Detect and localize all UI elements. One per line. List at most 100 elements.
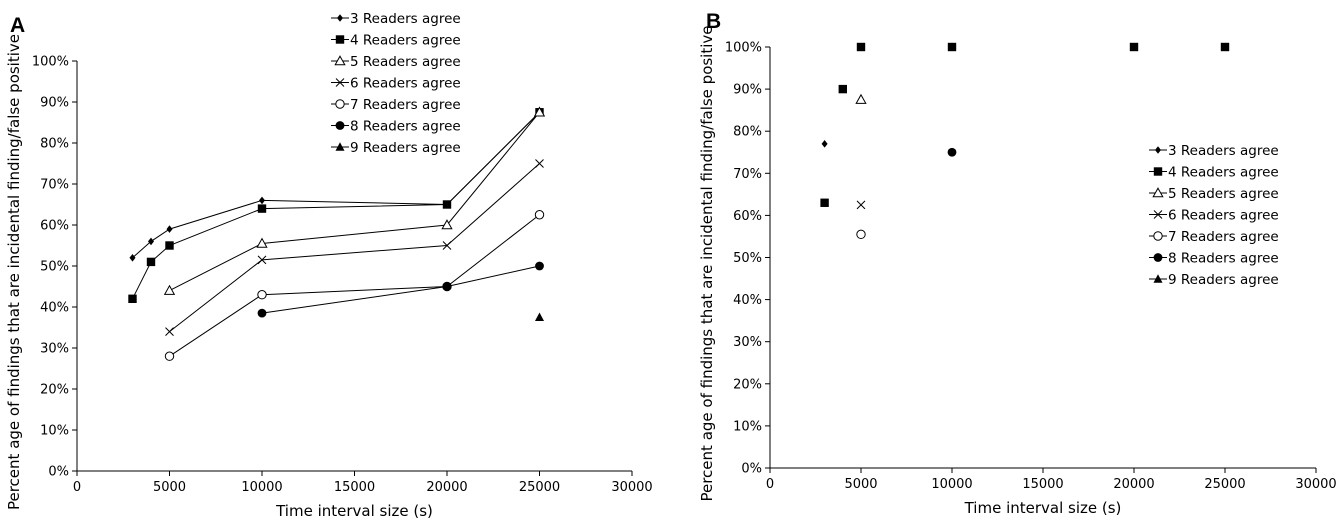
series-6-readers [856, 200, 866, 210]
legend-marker [1155, 146, 1161, 154]
chart-panel-a: A 0% 10% 20% 30% 40% 50% 60% 70% 80% 90% 100% 0 5000 1… [5, 11, 653, 520]
legend-label: 8 Readers agree [1168, 251, 1279, 267]
data-point [947, 42, 957, 52]
legend-marker [1153, 253, 1163, 262]
data-point [535, 261, 544, 271]
data-point [257, 308, 267, 318]
y-tick-label: 30% [733, 335, 762, 350]
legend-item: 9 Readers agree [1149, 272, 1279, 288]
data-point [856, 229, 866, 240]
legend-label: 6 Readers agree [1168, 208, 1279, 224]
legend-label: 9 Readers agree [350, 140, 461, 156]
legend-label: 4 Readers agree [1168, 165, 1279, 181]
data-point [165, 241, 174, 250]
data-point [257, 290, 267, 300]
legend-label: 7 Readers agree [350, 97, 461, 113]
series-3-readers [129, 108, 543, 262]
y-tick-label: 50% [733, 251, 762, 266]
legend-item: 6 Readers agree [1149, 208, 1279, 224]
data-point [1129, 42, 1139, 52]
series-6-readers [165, 159, 544, 336]
y-tick-label: 0% [48, 465, 69, 480]
y-tick-label: 50% [40, 260, 69, 275]
y-tick-label: 80% [40, 137, 69, 152]
legend-label: 7 Readers agree [1168, 229, 1279, 245]
legend-marker [335, 99, 345, 109]
y-tick-label: 30% [40, 342, 69, 357]
series-7-readers [856, 229, 866, 240]
legend-marker [337, 14, 343, 22]
x-tick-label: 30000 [1295, 477, 1336, 492]
x-tick-label: 15000 [334, 480, 375, 495]
legend-marker [335, 35, 345, 44]
data-point [855, 93, 867, 104]
legend-item: 6 Readers agree [331, 76, 461, 92]
legend-item: 5 Readers agree [1149, 186, 1279, 202]
y-tick-label: 20% [733, 377, 762, 392]
data-point [442, 200, 452, 209]
x-axis-title: Time interval size (s) [964, 499, 1122, 517]
x-tick-label: 5000 [153, 480, 186, 495]
legend-label: 5 Readers agree [350, 54, 461, 70]
data-point [148, 237, 154, 246]
y-tick-label: 100% [32, 55, 69, 70]
data-point [257, 255, 267, 265]
y-tick-label: 90% [40, 96, 69, 111]
y-tick-label: 90% [733, 83, 762, 98]
y-axis-title: Percent age of findings that are inciden… [5, 34, 23, 510]
data-point [856, 42, 866, 52]
series-8-readers [257, 261, 544, 318]
y-tick-label: 60% [733, 209, 762, 224]
data-point [259, 196, 265, 205]
y-tick-label: 80% [733, 125, 762, 140]
legend-marker [335, 142, 345, 151]
series-line [169, 163, 540, 332]
legend-item: 3 Readers agree [331, 11, 461, 27]
data-point [535, 159, 544, 168]
data-point [535, 312, 544, 322]
data-point [820, 198, 829, 207]
legend-item: 4 Readers agree [1149, 165, 1279, 181]
series-4-readers [820, 42, 1230, 207]
series-9-readers [535, 312, 544, 322]
data-point [164, 351, 175, 361]
data-point [146, 257, 156, 267]
legend-label: 5 Readers agree [1168, 186, 1279, 202]
y-tick-label: 40% [733, 293, 762, 308]
series-4-readers [128, 108, 544, 303]
legend: 3 Readers agree 4 Readers agree 5 Readers … [331, 11, 461, 156]
x-axis-title: Time interval size (s) [275, 502, 433, 520]
legend-label: 3 Readers agree [350, 11, 461, 27]
legend-item: 8 Readers agree [331, 119, 461, 135]
panel-label: A [10, 14, 25, 37]
legend-label: 4 Readers agree [350, 33, 461, 49]
x-tick-label: 20000 [426, 480, 467, 495]
legend-item: 8 Readers agree [1149, 251, 1279, 267]
data-point [166, 225, 173, 233]
series-line [261, 265, 540, 314]
data-point [441, 219, 453, 230]
legend-label: 3 Readers agree [1168, 143, 1279, 159]
panel-label: B [706, 10, 721, 33]
legend-marker [1153, 167, 1163, 176]
series-7-readers [164, 210, 545, 361]
y-tick-label: 60% [40, 219, 69, 234]
series-8-readers [947, 147, 957, 157]
x-tick-label: 25000 [519, 480, 560, 495]
data-point [128, 294, 137, 303]
y-tick-label: 10% [733, 419, 762, 434]
y-tick-label: 10% [40, 424, 69, 439]
data-point [442, 282, 452, 291]
x-tick-label: 15000 [1022, 477, 1063, 492]
x-tick-label: 10000 [931, 477, 972, 492]
chart-panel-b: B 0% 10% 20% 30% 40% 50% 60% 70% 80% 90% 100% 0 5000 1… [698, 10, 1337, 517]
data-point [856, 200, 866, 210]
legend-marker [1152, 187, 1164, 198]
legend-item: 7 Readers agree [331, 97, 461, 113]
x-tick-label: 25000 [1204, 477, 1245, 492]
legend-item: 9 Readers agree [331, 140, 461, 156]
series-line [132, 111, 540, 300]
y-tick-label: 70% [40, 178, 69, 193]
data-point [838, 84, 847, 94]
